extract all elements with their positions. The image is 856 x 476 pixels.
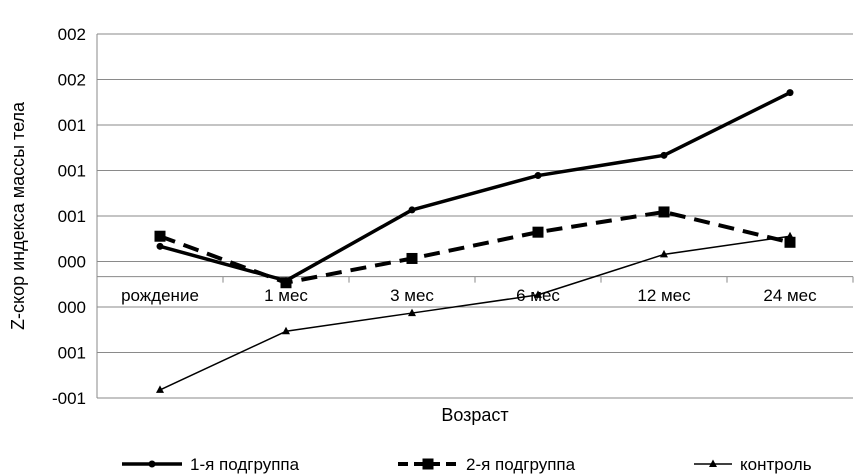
data-point xyxy=(534,290,542,298)
data-point xyxy=(660,151,668,159)
y-axis-tick-labels: 002 002 001 001 001 000 000 001 -001 xyxy=(52,25,86,408)
y-tick-label: 000 xyxy=(58,253,86,272)
data-point xyxy=(408,308,416,317)
y-tick-label: 000 xyxy=(58,298,86,317)
data-point xyxy=(786,231,794,240)
legend-item-2: 2-я подгруппа xyxy=(398,455,576,474)
legend-label: контроль xyxy=(740,455,812,474)
x-tick-label: 3 мес xyxy=(390,286,434,305)
data-point xyxy=(408,206,416,214)
data-point xyxy=(406,252,418,264)
data-point xyxy=(534,172,542,180)
legend: 1-я подгруппа 2-я подгруппа контроль xyxy=(122,455,812,474)
legend-swatch-marker xyxy=(148,460,156,468)
series-1 xyxy=(156,89,794,285)
data-point xyxy=(532,226,544,238)
legend-swatch-marker xyxy=(422,458,434,470)
y-tick-label: 001 xyxy=(58,162,86,181)
y-tick-label: 001 xyxy=(58,207,86,226)
y-tick-label: 001 xyxy=(58,116,86,135)
x-axis-tick-labels: рождение 1 мес 3 мес 6 мес 12 мес 24 мес xyxy=(121,286,817,305)
y-axis-title: Z-скор индекса массы тела xyxy=(8,101,28,330)
x-axis-title: Возраст xyxy=(441,405,508,425)
series-line xyxy=(159,91,791,283)
data-point xyxy=(154,230,166,242)
legend-item-3: контроль xyxy=(694,455,812,474)
series-group xyxy=(154,89,796,393)
series-2 xyxy=(154,206,796,289)
legend-label: 2-я подгруппа xyxy=(466,455,576,474)
y-tick-label: 002 xyxy=(58,71,86,90)
data-point xyxy=(282,326,290,335)
data-point xyxy=(156,385,164,393)
data-point xyxy=(786,89,794,97)
series-3 xyxy=(156,231,794,393)
legend-swatch-marker xyxy=(709,459,717,467)
x-tick-label: рождение xyxy=(121,286,199,305)
x-tick-label: 12 мес xyxy=(637,286,691,305)
y-tick-label: 002 xyxy=(58,25,86,44)
x-tick-label: 24 мес xyxy=(763,286,817,305)
data-point xyxy=(784,236,796,248)
grid-lines xyxy=(96,33,854,399)
data-point xyxy=(660,249,668,258)
data-point xyxy=(280,277,292,289)
series-line xyxy=(159,235,791,391)
data-point xyxy=(156,242,164,250)
x-tick-label: 1 мес xyxy=(264,286,308,305)
data-point xyxy=(658,206,670,218)
y-tick-label: 001 xyxy=(58,344,86,363)
y-tick-label: -001 xyxy=(52,389,86,408)
legend-label: 1-я подгруппа xyxy=(190,455,300,474)
legend-item-1: 1-я подгруппа xyxy=(122,455,300,474)
series-line xyxy=(159,209,791,285)
